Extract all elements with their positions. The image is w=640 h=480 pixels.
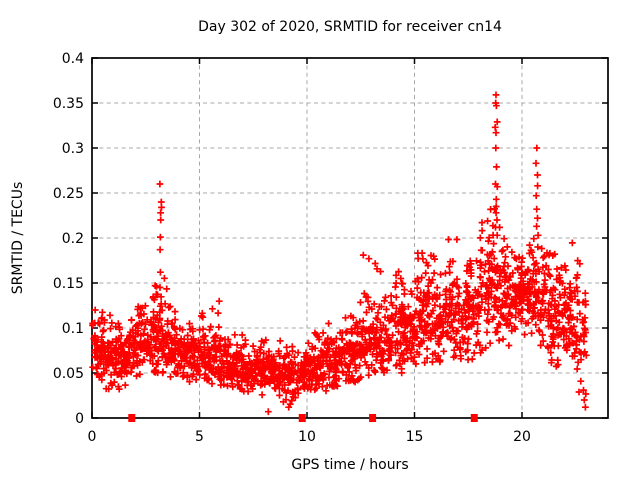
x-tick-label: 0: [88, 429, 97, 445]
y-tick-label: 0.1: [62, 321, 84, 337]
y-tick-label: 0.05: [53, 366, 84, 382]
y-tick-label: 0.35: [53, 96, 84, 112]
y-axis-label: SRMTID / TECUs: [10, 182, 26, 295]
chart-title: Day 302 of 2020, SRMTID for receiver cn1…: [198, 19, 502, 35]
x-tick-label: 20: [513, 429, 531, 445]
gap-marker-square: [470, 414, 478, 422]
y-tick-label: 0: [75, 411, 84, 427]
y-tick-label: 0.3: [62, 141, 84, 157]
gap-marker-square: [298, 414, 306, 422]
y-tick-label: 0.25: [53, 186, 84, 202]
plot-content: 0 5 10 15 20 0 0.05 0.1 0.15 0.2 0.25 0.3 0.35 0.4: [53, 51, 609, 445]
x-tick-label: 5: [195, 429, 204, 445]
y-tick-label: 0.2: [62, 231, 84, 247]
y-tick-label: 0.15: [53, 276, 84, 292]
x-tick-label: 10: [298, 429, 316, 445]
x-axis-label: GPS time / hours: [291, 457, 408, 473]
y-tick-label: 0.4: [62, 51, 84, 67]
gap-marker-square: [128, 414, 136, 422]
x-tick-label: 15: [406, 429, 424, 445]
data-points-plus-markers: [89, 91, 590, 416]
gap-marker-square: [369, 414, 377, 422]
